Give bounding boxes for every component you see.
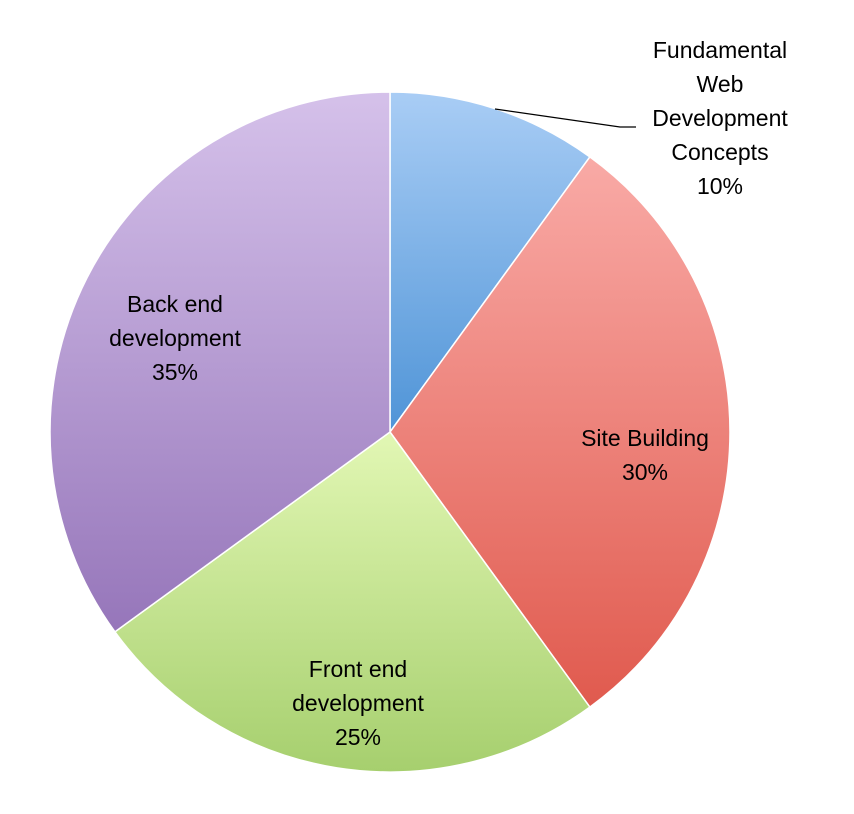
slice-label-line: Development <box>652 105 788 131</box>
slice-label-line: Back end <box>127 291 223 317</box>
leader-line-fundamental <box>494 108 636 128</box>
slice-label-front-end: Front end development 25% <box>292 656 424 750</box>
slice-percent-site-building: 30% <box>622 459 668 485</box>
slice-label-line: Concepts <box>671 139 768 165</box>
slice-label-line: Site Building <box>581 425 709 451</box>
pie-slice-front-end <box>113 430 591 773</box>
slice-label-line: Web <box>697 71 744 97</box>
slice-percent-front-end: 25% <box>335 724 381 750</box>
slice-labels: Fundamental Web Development Concepts 10% Site… <box>109 37 788 750</box>
slice-label-back-end: Back end development 35% <box>109 291 241 385</box>
leader-lines <box>494 108 636 128</box>
slice-label-line: development <box>292 690 424 716</box>
pie-slice-back-end <box>49 91 391 633</box>
slice-label-line: development <box>109 325 241 351</box>
slice-label-fundamental: Fundamental Web Development Concepts 10% <box>652 37 788 199</box>
slice-label-line: Fundamental <box>653 37 787 63</box>
slice-percent-back-end: 35% <box>152 359 198 385</box>
slices-layer <box>49 91 731 773</box>
pie-slice-site-building <box>389 155 731 709</box>
slice-label-site-building: Site Building 30% <box>581 425 709 485</box>
slice-percent-fundamental: 10% <box>697 173 743 199</box>
slice-label-line: Front end <box>309 656 407 682</box>
